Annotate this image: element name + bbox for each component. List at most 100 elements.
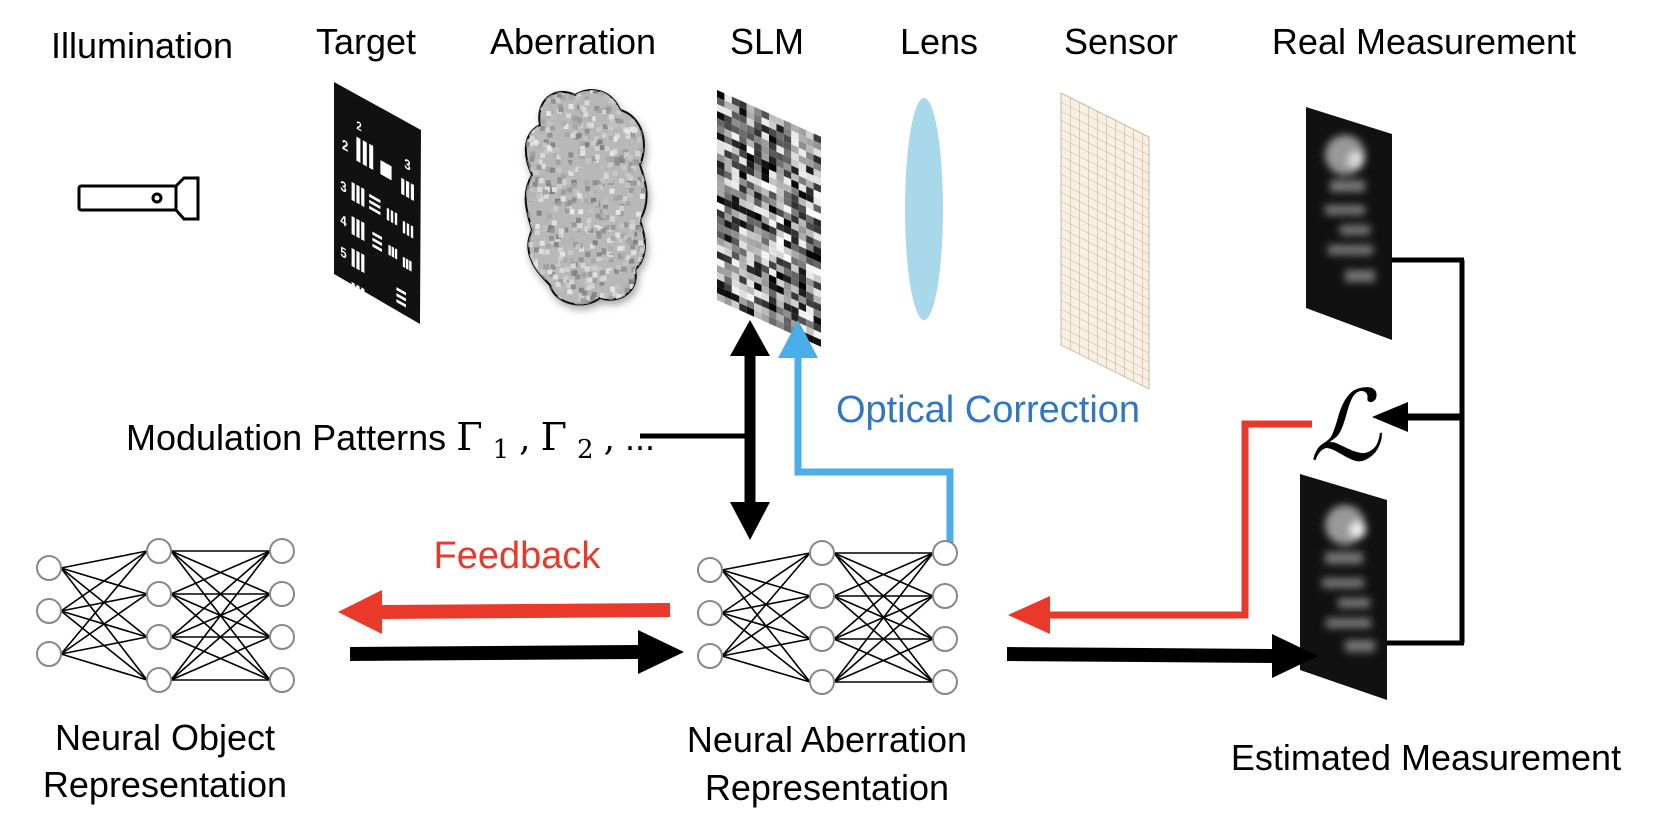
aberration-speck	[595, 231, 601, 237]
aberration-speck	[602, 208, 608, 214]
aberration-speck	[599, 280, 605, 286]
aberration-speck	[610, 286, 616, 292]
aberration-speck	[527, 141, 533, 147]
aberration-speck	[612, 291, 618, 297]
aberration-speck	[533, 263, 539, 269]
slm-pixel	[791, 165, 799, 176]
aberration-speck	[593, 136, 599, 142]
slm-pixel	[769, 232, 777, 243]
aberration-speck	[632, 160, 638, 166]
aberration-speck	[532, 181, 538, 187]
slm-pixel	[813, 322, 821, 333]
slm-pixel	[717, 125, 725, 136]
aberration-speck	[608, 246, 614, 252]
aberration-speck	[625, 182, 631, 188]
slm-pixel	[717, 202, 725, 213]
aberration-speck	[575, 95, 581, 101]
slm-pixel	[731, 292, 740, 304]
slm-pixel	[761, 194, 769, 205]
feedback-arrowhead-right	[1008, 596, 1050, 634]
aberration-speck	[620, 90, 626, 95]
slm-pixel	[717, 174, 725, 185]
aberration-speck	[629, 258, 635, 264]
aberration-speck	[608, 98, 614, 104]
sensor-label: Sensor	[1064, 21, 1178, 62]
slm-pixel	[791, 207, 799, 218]
slm-pixel	[761, 236, 769, 247]
aberration-speck	[644, 167, 647, 173]
network-node	[36, 555, 62, 581]
slm-pixel	[761, 131, 769, 142]
slm-pixel	[754, 197, 762, 209]
slm-pixel	[724, 240, 732, 251]
slm-pixel	[791, 179, 799, 190]
slm-label: SLM	[730, 21, 804, 62]
slm-pixel	[754, 267, 762, 279]
slm-pixel	[798, 252, 807, 264]
slm-pixel	[746, 306, 755, 317]
aberration-speck	[624, 152, 630, 158]
aberration-speck	[623, 149, 629, 155]
loss-symbol: ℒ	[1310, 370, 1383, 484]
aberration-speck	[578, 257, 584, 263]
aberration-speck	[597, 108, 603, 114]
modulation-text: Modulation Patterns	[126, 417, 446, 458]
network-node	[36, 598, 62, 624]
aberration-speck	[625, 90, 631, 94]
aberration-speck	[572, 226, 578, 232]
aberration-speck	[569, 306, 574, 311]
aberration-speck	[572, 120, 578, 126]
slm-pixel	[731, 159, 740, 171]
aberration-speck	[612, 170, 618, 176]
loss-arrowhead	[1372, 402, 1408, 432]
aberration-speck	[595, 180, 601, 186]
gamma-1-subscript: 1	[493, 435, 510, 465]
slm-pixel	[761, 138, 769, 149]
aberration-speck	[610, 235, 616, 241]
aberration-speck	[648, 147, 653, 152]
aberration-speck	[636, 272, 642, 278]
slm-pixel	[798, 266, 807, 278]
slm-pixel	[798, 301, 807, 313]
target-number-3b: 3	[340, 177, 346, 196]
slm-pixel	[769, 260, 777, 271]
aberration-speck	[640, 248, 646, 254]
aberration-speck	[542, 189, 548, 195]
aberration-speck	[558, 247, 564, 253]
aberration-speck	[603, 305, 608, 310]
aberration-speck	[547, 121, 553, 127]
slm-pixel	[739, 233, 747, 244]
aberration-speck	[562, 257, 568, 263]
aberration-speck	[642, 302, 647, 305]
slm-pixel	[798, 147, 807, 159]
network-edge	[60, 636, 148, 655]
aberration-speck	[613, 268, 619, 274]
slm-pixel	[754, 176, 762, 188]
aberration-speck	[639, 90, 645, 95]
slm-pixel	[806, 270, 814, 281]
aberration-speck	[551, 186, 557, 192]
aberration-speck	[610, 224, 616, 230]
network-edge	[833, 595, 934, 683]
aberration-speck	[559, 267, 565, 273]
aberration-speck	[549, 167, 555, 173]
aberration-speck	[580, 298, 586, 304]
slm-pixel	[739, 261, 747, 272]
aberration-speck	[536, 216, 542, 222]
aberration-speck	[623, 235, 629, 241]
aberration-speck	[647, 274, 652, 279]
slm-pixel	[724, 268, 732, 279]
slm-pixel	[717, 195, 725, 206]
aberration-speck	[529, 114, 535, 120]
aberration-speck	[550, 272, 556, 278]
slm-pixel	[798, 273, 807, 285]
aberration-speck	[585, 252, 591, 258]
slm-pixel	[813, 266, 821, 277]
slm-pixel	[746, 278, 755, 289]
slm-pixel	[731, 243, 740, 255]
slm-pixel	[761, 299, 769, 310]
aberration-speck	[632, 136, 638, 142]
aberration-speck	[563, 227, 569, 233]
aberration-speck	[646, 121, 647, 127]
